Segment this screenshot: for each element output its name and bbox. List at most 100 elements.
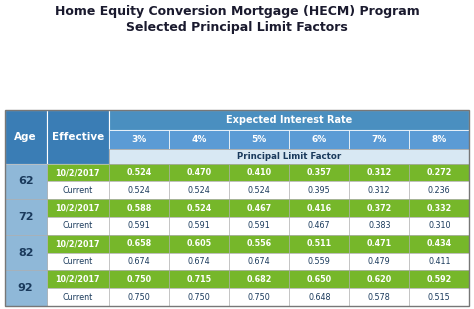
Text: 0.312: 0.312 [368,186,391,195]
Text: 0.410: 0.410 [246,168,272,177]
Text: 0.312: 0.312 [366,168,392,177]
Bar [289,199,349,217]
Bar [409,270,469,288]
Text: Current: Current [63,221,93,231]
Text: Current: Current [63,186,93,195]
Text: 0.578: 0.578 [368,293,391,302]
Text: 0.524: 0.524 [127,168,152,177]
Text: 0.648: 0.648 [308,293,330,302]
Text: Expected Interest Rate: Expected Interest Rate [226,115,352,125]
Text: 0.236: 0.236 [428,186,451,195]
Text: 10/2/2017: 10/2/2017 [55,204,100,213]
Bar [229,217,289,235]
Text: 0.272: 0.272 [427,168,452,177]
Text: 0.416: 0.416 [307,204,332,213]
Bar [229,235,289,252]
Text: 3%: 3% [132,135,147,144]
Bar [169,288,229,306]
Text: 0.515: 0.515 [428,293,451,302]
Bar [46,288,109,306]
Bar [289,181,349,199]
Bar [109,130,169,149]
Text: 0.471: 0.471 [367,239,392,248]
Bar [229,270,289,288]
Bar [109,252,169,270]
Bar [169,235,229,252]
Text: 72: 72 [18,212,33,222]
Text: 0.524: 0.524 [248,186,271,195]
Bar [409,235,469,252]
Text: 0.372: 0.372 [366,204,392,213]
Bar [349,217,409,235]
Bar [289,270,349,288]
Bar [409,164,469,181]
Bar [349,252,409,270]
Text: 0.411: 0.411 [428,257,450,266]
Bar [169,252,229,270]
Text: 4%: 4% [191,135,207,144]
Text: 0.383: 0.383 [368,221,391,231]
Text: 0.395: 0.395 [308,186,331,195]
Text: 0.674: 0.674 [248,257,271,266]
Bar [5,235,46,270]
Bar [289,164,349,181]
Text: 92: 92 [18,283,34,293]
Bar [349,235,409,252]
Text: 0.715: 0.715 [187,275,212,284]
Text: 0.524: 0.524 [187,204,212,213]
Text: 0.524: 0.524 [128,186,151,195]
Text: 82: 82 [18,248,33,258]
Text: 0.588: 0.588 [127,204,152,213]
Bar [46,217,109,235]
Text: 0.682: 0.682 [246,275,272,284]
Bar [109,199,169,217]
Bar [169,181,229,199]
Bar [169,217,229,235]
Text: 6%: 6% [311,135,327,144]
Bar [169,130,229,149]
Text: 10/2/2017: 10/2/2017 [55,239,100,248]
Text: 0.479: 0.479 [368,257,391,266]
Text: 0.357: 0.357 [307,168,332,177]
Text: Effective: Effective [52,132,104,142]
Text: 0.750: 0.750 [128,293,151,302]
Text: 0.511: 0.511 [307,239,332,248]
Bar [289,130,349,149]
Text: 0.332: 0.332 [427,204,452,213]
Text: 10/2/2017: 10/2/2017 [55,168,100,177]
Text: 0.750: 0.750 [127,275,152,284]
Text: 0.559: 0.559 [308,257,331,266]
Text: 0.674: 0.674 [188,257,210,266]
Text: 0.750: 0.750 [188,293,210,302]
Text: Principal Limit Factor: Principal Limit Factor [237,152,341,161]
Bar [169,270,229,288]
Bar [5,110,469,306]
Bar [409,217,469,235]
Bar [409,252,469,270]
Text: 0.591: 0.591 [248,221,271,231]
Bar [46,199,109,217]
Bar [109,235,169,252]
Text: 0.605: 0.605 [187,239,212,248]
Bar [229,252,289,270]
Bar [46,164,109,181]
Bar [409,130,469,149]
Bar [5,270,46,306]
Text: 0.674: 0.674 [128,257,151,266]
Bar [349,181,409,199]
Text: Current: Current [63,257,93,266]
Bar [46,110,109,164]
Bar [5,164,46,199]
Text: 0.467: 0.467 [308,221,330,231]
Bar [46,252,109,270]
Text: 0.434: 0.434 [427,239,452,248]
Bar [46,235,109,252]
Bar [409,199,469,217]
Text: 0.310: 0.310 [428,221,450,231]
Bar [349,130,409,149]
Bar [349,164,409,181]
Bar [229,181,289,199]
Text: Age: Age [14,132,37,142]
Text: 0.591: 0.591 [128,221,151,231]
Bar [169,199,229,217]
